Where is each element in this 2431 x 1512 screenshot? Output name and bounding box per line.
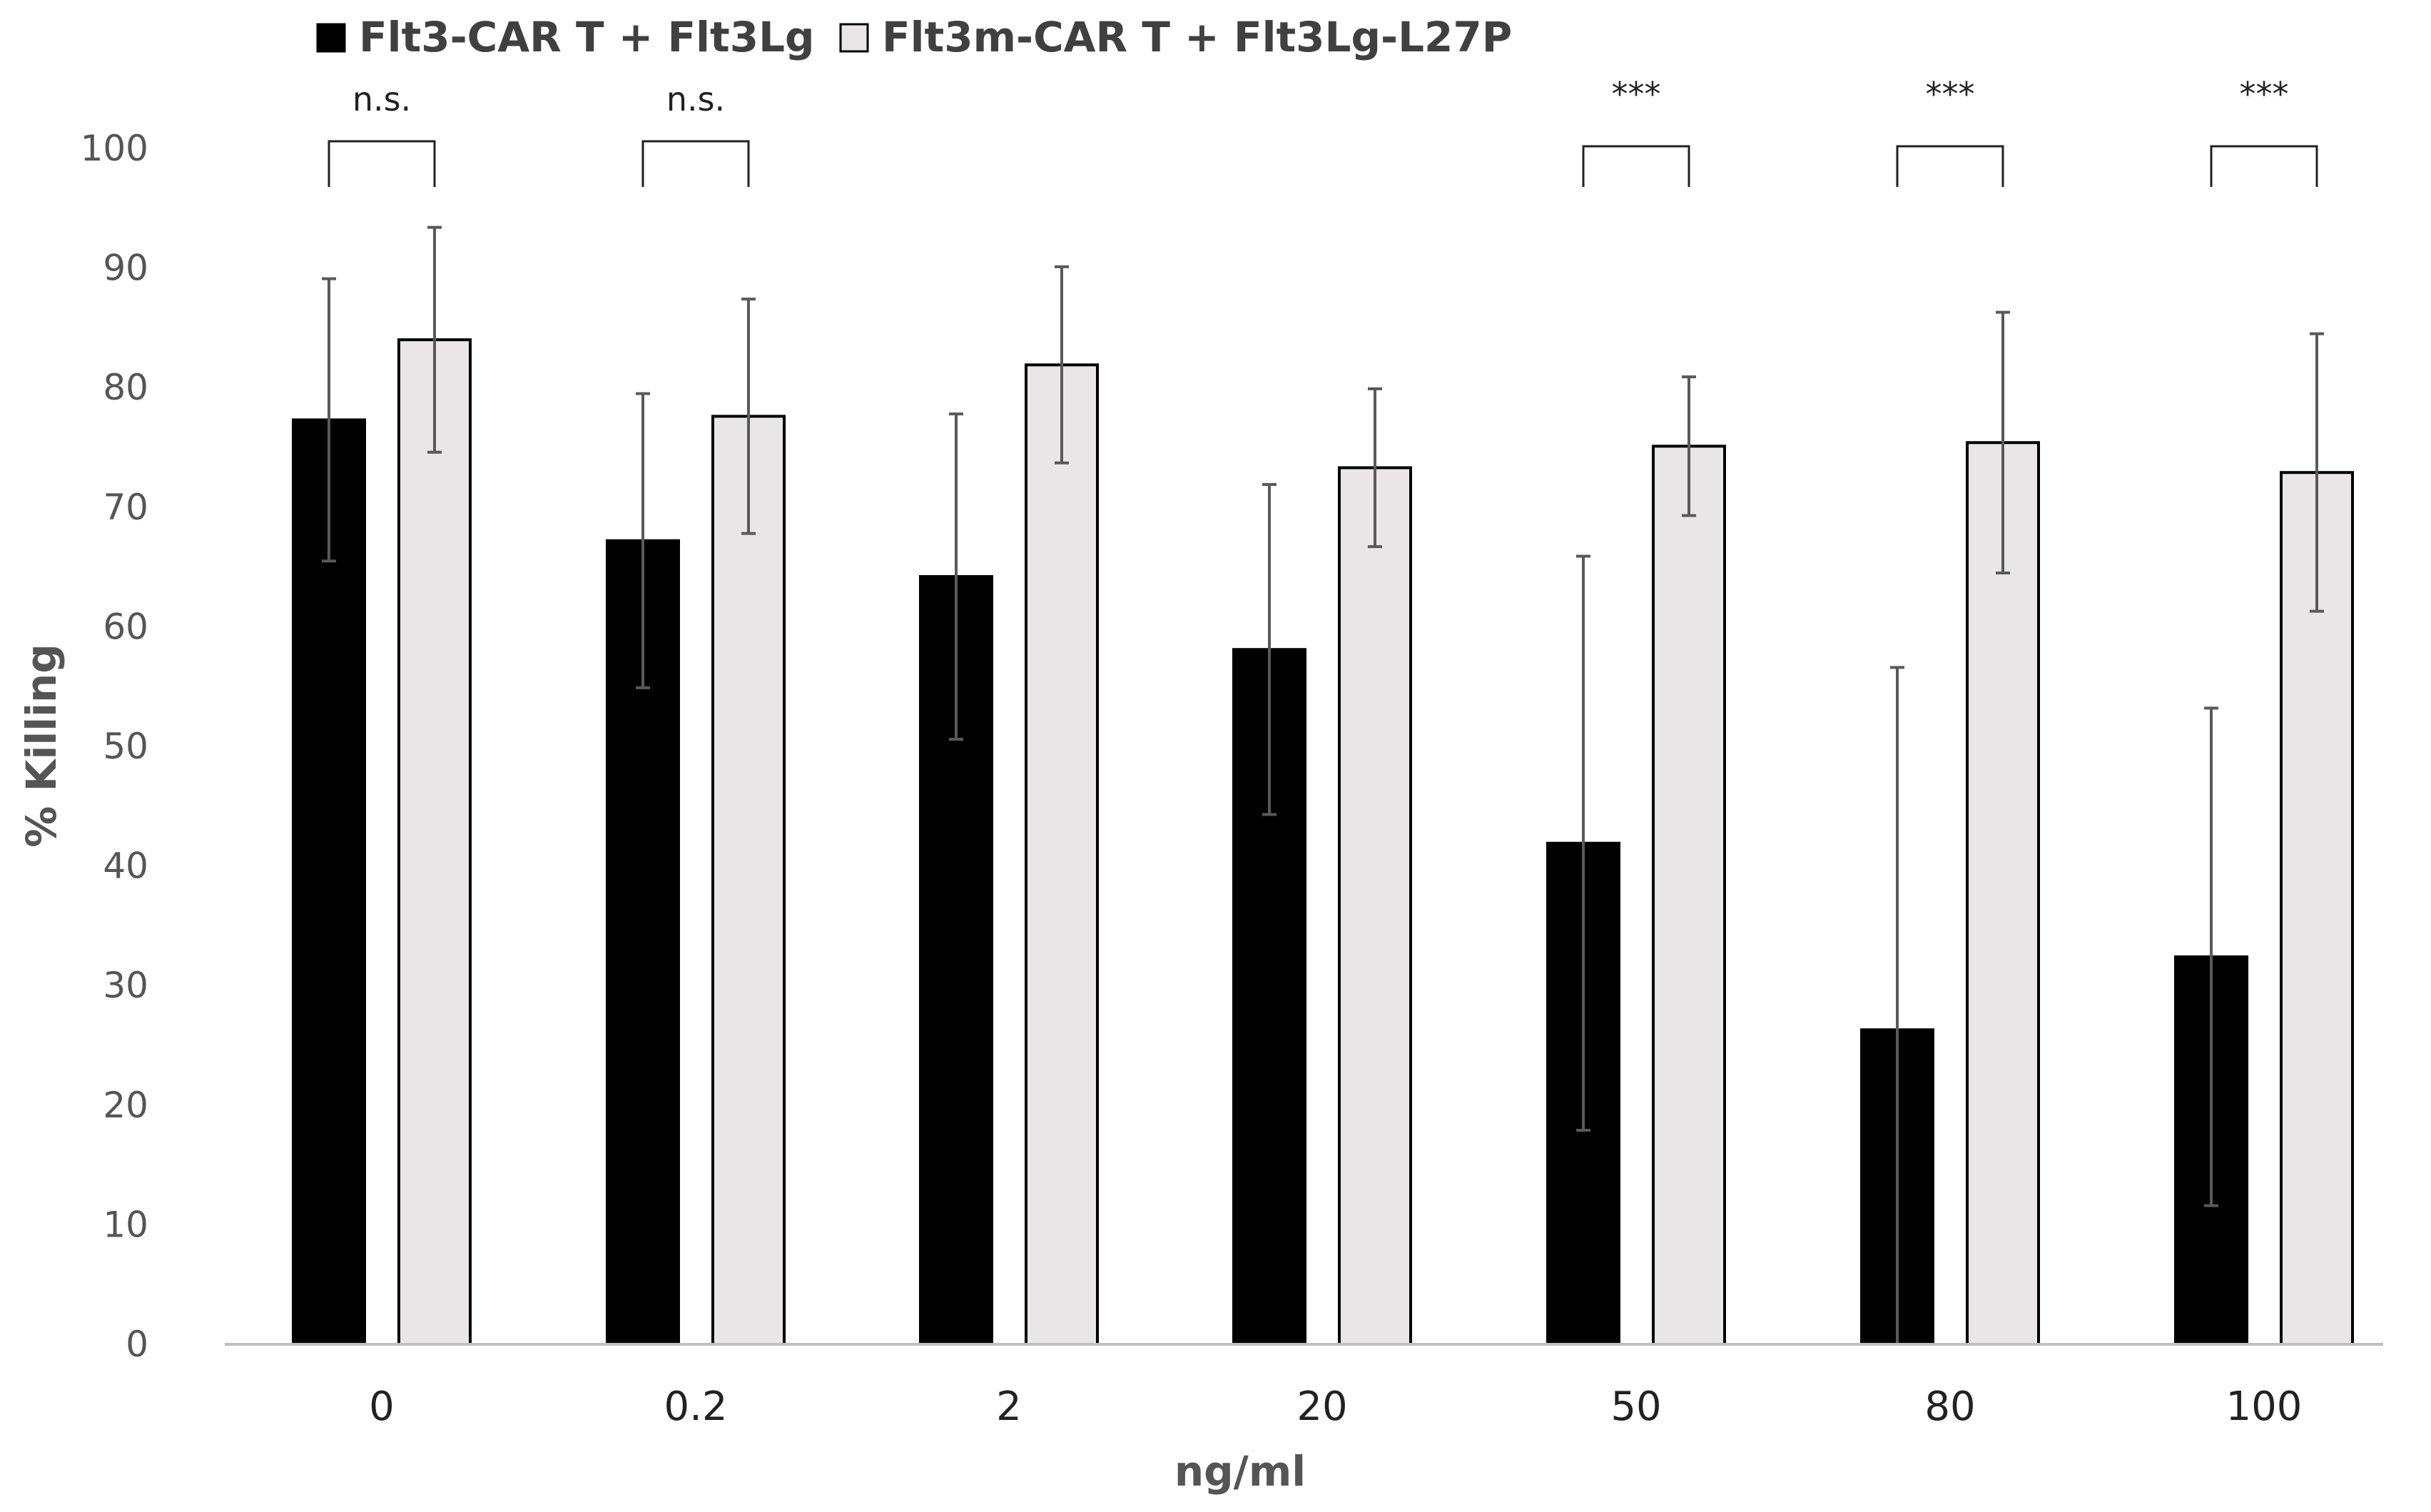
error-bar-flt3-20	[1262, 482, 1277, 816]
significance-bracket-80: ***	[1896, 75, 2004, 187]
significance-label: ***	[1926, 75, 1975, 113]
bar-flt3m-0	[397, 338, 472, 1346]
legend-label-2: Flt3m-CAR T + Flt3Lg-L27P	[882, 13, 1512, 61]
bar-flt3-0	[292, 418, 366, 1346]
y-tick-label: 40	[103, 846, 148, 887]
bar-flt3m-2	[1025, 363, 1099, 1346]
significance-bracket-50: ***	[1582, 75, 1690, 187]
error-bars	[322, 225, 2324, 1344]
bar-flt3m-100	[2280, 471, 2354, 1346]
x-tick-label: 0	[369, 1384, 395, 1430]
error-bar-flt3-2	[949, 412, 963, 741]
significance-bracket-0.2: n.s.	[641, 80, 750, 187]
legend-swatch-2	[839, 23, 869, 53]
error-bar-flt3m-100	[2310, 332, 2324, 613]
bar-flt3m-20	[1338, 466, 1412, 1346]
x-axis: 0 0.2 2 20 50 80 100	[225, 1343, 2383, 1430]
significance-annotations: n.s. n.s. *** *** ***	[328, 75, 2318, 187]
significance-label: n.s.	[666, 80, 725, 118]
y-tick-label: 20	[103, 1085, 148, 1126]
y-tick-label: 70	[103, 487, 148, 528]
significance-bracket-100: ***	[2210, 75, 2318, 187]
error-bar-flt3m-20	[1368, 387, 1382, 549]
legend: Flt3-CAR T + Flt3Lg Flt3m-CAR T + Flt3Lg-…	[316, 13, 1512, 61]
significance-bracket-0: n.s.	[328, 80, 436, 187]
error-bar-flt3m-50	[1682, 375, 1696, 517]
bar-flt3m-50	[1652, 445, 1726, 1346]
error-bar-flt3-0.2	[636, 392, 650, 689]
bar-flt3m-0.2	[711, 415, 786, 1346]
bars	[292, 338, 2354, 1346]
error-bar-flt3m-2	[1055, 265, 1069, 465]
y-axis-title: % Killing	[17, 644, 66, 848]
x-axis-title: ng/ml	[1174, 1447, 1306, 1496]
y-tick-label: 50	[103, 726, 148, 767]
error-bar-flt3m-0	[427, 225, 442, 454]
legend-label-1: Flt3-CAR T + Flt3Lg	[359, 13, 815, 61]
x-tick-label: 100	[2226, 1384, 2303, 1430]
y-tick-label: 10	[103, 1204, 148, 1245]
y-tick-label: 80	[103, 367, 148, 408]
y-tick-label: 90	[103, 248, 148, 289]
error-bar-flt3m-80	[1996, 310, 2010, 574]
legend-swatch-1	[316, 23, 346, 53]
error-bar-flt3m-0.2	[741, 298, 756, 535]
error-bar-flt3-0	[322, 277, 336, 563]
y-tick-label: 60	[103, 606, 148, 647]
y-tick-label: 100	[81, 128, 148, 169]
y-axis: 0 10 20 30 40 50 60 70 80 90 100	[81, 128, 148, 1365]
error-bar-flt3-80	[1890, 666, 1904, 1344]
error-bar-flt3-50	[1576, 554, 1590, 1132]
x-tick-label: 20	[1296, 1384, 1347, 1430]
x-tick-label: 0.2	[664, 1384, 727, 1430]
bar-flt3m-80	[1966, 441, 2040, 1346]
x-tick-label: 50	[1610, 1384, 1661, 1430]
x-tick-label: 80	[1924, 1384, 1975, 1430]
significance-label: ***	[2240, 75, 2289, 113]
x-tick-label: 2	[996, 1384, 1022, 1430]
bar-flt3-20	[1232, 648, 1306, 1346]
y-tick-label: 0	[126, 1324, 148, 1365]
significance-label: n.s.	[352, 80, 411, 118]
significance-label: ***	[1612, 75, 1661, 113]
error-bar-flt3-100	[2204, 706, 2218, 1207]
y-tick-label: 30	[103, 965, 148, 1006]
